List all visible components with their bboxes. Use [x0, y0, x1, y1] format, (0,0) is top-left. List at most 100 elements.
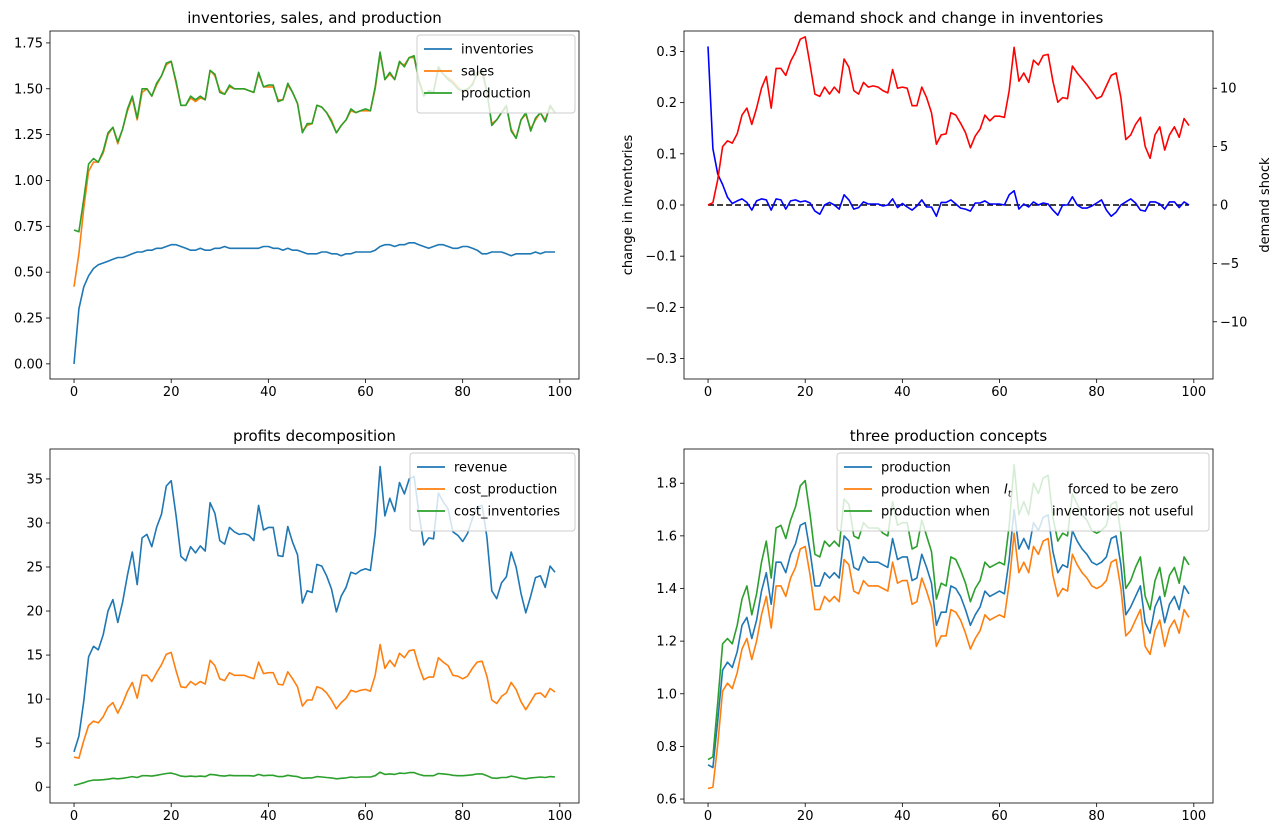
legend-frame [416, 34, 576, 114]
plot-area [707, 35, 1190, 218]
legend-label: sales [461, 65, 494, 80]
y-tick-label: 0.8 [656, 740, 677, 755]
y-tick-label: 1.8 [656, 477, 677, 492]
y-tick-label: 1.50 [14, 82, 43, 97]
y-tick-label: 1.75 [14, 36, 43, 51]
x-tick-label: 60 [991, 385, 1008, 400]
x-tick-label: 100 [1181, 385, 1206, 400]
x-tick-label: 80 [454, 385, 471, 400]
y2-tick-label: −10 [1220, 315, 1247, 330]
y-tick-label: 35 [26, 472, 43, 487]
axes-frame [49, 448, 580, 804]
y-tick-label: −0.1 [645, 250, 677, 265]
chart-panel-4: three production concepts 0 20 40 60 80 100 0.6… [656, 427, 1214, 824]
y-tick-label: 30 [26, 516, 43, 531]
series-line-cost-production [73, 643, 556, 759]
y2-tick-label: 10 [1220, 82, 1237, 97]
series-line-change-in-inventories [707, 46, 1190, 218]
legend-label: revenue [454, 461, 507, 476]
x-tick-label: 80 [1088, 385, 1105, 400]
y-axis-label: change in inventories [621, 135, 636, 276]
x-tick-label: 20 [163, 809, 180, 824]
chart-title: profits decomposition [233, 427, 396, 445]
legend-label: production [881, 461, 951, 476]
chart-title: inventories, sales, and production [187, 9, 442, 27]
y-tick-label: 0.50 [14, 266, 43, 281]
y-tick-label: −0.2 [645, 301, 677, 316]
x-tick-label: 40 [260, 385, 277, 400]
y-tick-label: 25 [26, 561, 43, 576]
chart-panel-3: profits decomposition 0 20 40 60 80 100 0 5 10 15 2… [26, 427, 580, 824]
legend: production production when It forced to be … [836, 452, 1210, 532]
x-tick-label: 40 [894, 809, 911, 824]
x-tick-label: 0 [704, 385, 712, 400]
y-tick-label: 0.3 [656, 45, 677, 60]
y-tick-label: 0.1 [656, 147, 677, 162]
x-tick-label: 0 [704, 809, 712, 824]
y-tick-label: 0.6 [656, 793, 677, 808]
y-tick-label: 1.2 [656, 635, 677, 650]
legend: revenue cost_production cost_inventories [409, 452, 576, 532]
axes-frame [683, 30, 1214, 380]
y-tick-label: 20 [26, 605, 43, 620]
legend-label: production when [881, 483, 990, 498]
x-tick-label: 40 [260, 809, 277, 824]
y-tick-label: −0.3 [645, 352, 677, 367]
legend-frame [836, 452, 1210, 532]
y-tick-label: 0.2 [656, 96, 677, 111]
y-tick-label: 1.6 [656, 529, 677, 544]
series-line-production-when [707, 532, 1190, 790]
legend-label-suffix: forced to be zero [1068, 483, 1179, 498]
chart-panel-1: inventories, sales, and production 0 20 40 6… [14, 9, 580, 400]
x-tick-label: 100 [547, 385, 572, 400]
legend-label: cost_production [454, 483, 557, 498]
y2-tick-label: 0 [1220, 199, 1228, 214]
x-tick-label: 20 [797, 385, 814, 400]
y-tick-label: 0 [35, 781, 43, 796]
x-tick-label: 60 [991, 809, 1008, 824]
x-tick-label: 80 [1088, 809, 1105, 824]
legend-math-label: It [1004, 483, 1012, 500]
y-tick-label: 1.00 [14, 174, 43, 189]
series-line-production [707, 508, 1190, 769]
y-tick-label: 1.0 [656, 687, 677, 702]
series-line-inventories [73, 242, 555, 364]
x-tick-label: 20 [163, 385, 180, 400]
x-tick-label: 60 [357, 809, 374, 824]
legend-label: inventories [461, 43, 534, 58]
y-tick-label: 10 [26, 693, 43, 708]
y-tick-label: 0.00 [14, 357, 43, 372]
y-tick-label: 0.75 [14, 220, 43, 235]
series-line-demand-shock [707, 35, 1190, 206]
legend-label-suffix: inventories not useful [1052, 505, 1194, 520]
x-tick-label: 0 [70, 385, 78, 400]
y-tick-label: 0.25 [14, 312, 43, 327]
axes-frame [49, 30, 580, 380]
x-tick-label: 20 [797, 809, 814, 824]
chart-title: three production concepts [850, 427, 1048, 445]
x-tick-label: 40 [894, 385, 911, 400]
y2-tick-label: 5 [1220, 140, 1228, 155]
y-tick-label: 15 [26, 649, 43, 664]
x-tick-label: 80 [454, 809, 471, 824]
legend-frame [409, 452, 576, 532]
chart-panel-2: demand shock and change in inventories 0 2… [621, 9, 1273, 400]
series-line-cost-inventories [73, 771, 556, 787]
y2-tick-label: −5 [1220, 257, 1239, 272]
y2-axis-label: demand shock [1258, 157, 1273, 253]
axes-frame [683, 448, 1214, 804]
legend-label: cost_inventories [454, 505, 560, 520]
x-tick-label: 60 [357, 385, 374, 400]
legend-label: production [461, 87, 531, 102]
x-tick-label: 100 [1181, 809, 1206, 824]
y-tick-label: 0.0 [656, 199, 677, 214]
x-tick-label: 0 [70, 809, 78, 824]
y-tick-label: 5 [35, 737, 43, 752]
chart-title: demand shock and change in inventories [794, 9, 1104, 27]
legend: inventories sales production [416, 34, 576, 114]
y-tick-label: 1.4 [656, 582, 677, 597]
legend-label: production when [881, 505, 990, 520]
y-tick-label: 1.25 [14, 128, 43, 143]
x-tick-label: 100 [547, 809, 572, 824]
